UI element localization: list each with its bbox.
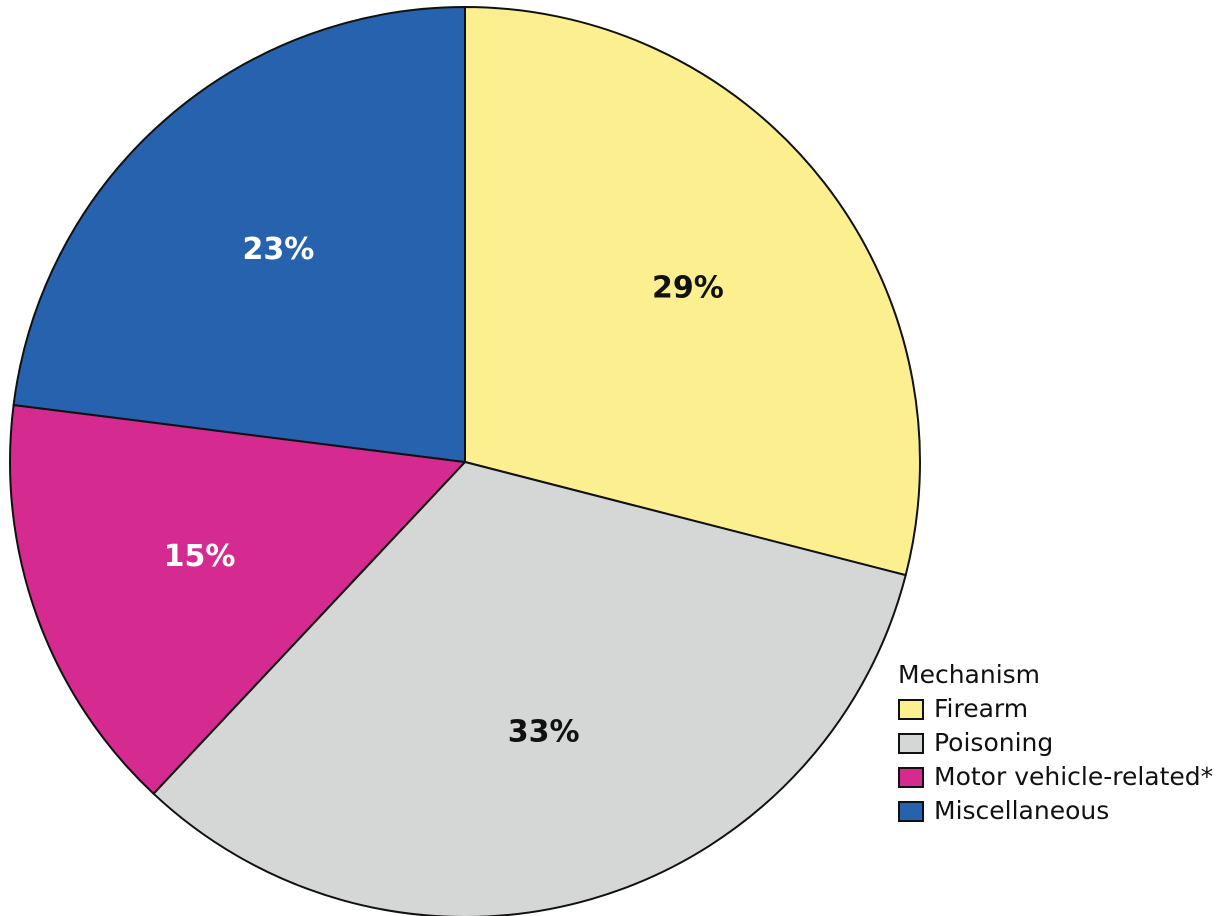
legend-swatch-miscellaneous xyxy=(898,800,924,822)
legend-label-poisoning: Poisoning xyxy=(934,728,1054,757)
legend-label-motor-vehicle: Motor vehicle-related* xyxy=(934,762,1214,791)
legend-item-firearm: Firearm xyxy=(898,692,1213,726)
legend-item-motor-vehicle: Motor vehicle-related* xyxy=(898,760,1213,794)
slice-label-poisoning: 33% xyxy=(508,714,580,749)
legend-item-poisoning: Poisoning xyxy=(898,726,1213,760)
legend-label-firearm: Firearm xyxy=(934,694,1029,723)
legend-swatch-motor-vehicle xyxy=(898,766,924,788)
pie-slices xyxy=(9,6,921,916)
pie-slice-motor-vehicle-related xyxy=(9,403,466,795)
pie-slice-labels: 29% 33% 15% 23% xyxy=(164,232,724,750)
pie-slice-poisoning xyxy=(152,461,907,916)
slice-label-motor-vehicle-related: 15% xyxy=(164,539,236,574)
pie-slice-firearm xyxy=(464,6,921,577)
legend-title: Mechanism xyxy=(898,660,1041,689)
legend-label-miscellaneous: Miscellaneous xyxy=(934,796,1110,825)
slice-label-miscellaneous: 23% xyxy=(243,232,315,267)
legend-item-miscellaneous: Miscellaneous xyxy=(898,794,1213,828)
legend-swatch-poisoning xyxy=(898,732,924,754)
legend: Mechanism Firearm Poisoning Motor vehicl… xyxy=(898,658,1213,828)
pie-slice-miscellaneous xyxy=(12,6,466,463)
slice-label-firearm: 29% xyxy=(652,271,724,306)
legend-swatch-firearm xyxy=(898,698,924,720)
